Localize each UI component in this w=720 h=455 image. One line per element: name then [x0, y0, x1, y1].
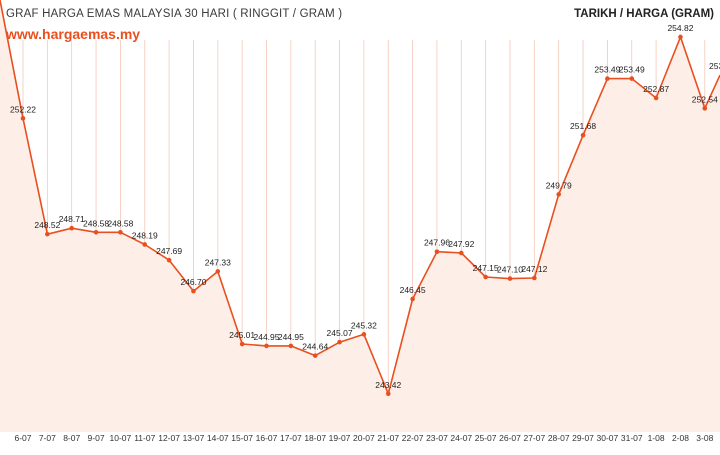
data-point [580, 132, 586, 138]
data-point [166, 257, 172, 263]
x-tick-label: 15-07 [231, 433, 253, 443]
data-point [653, 95, 659, 101]
point-layer [20, 34, 708, 397]
data-point [215, 269, 221, 274]
data-label: 248.52 [34, 220, 60, 230]
data-label: 253.49 [619, 65, 645, 75]
data-point [288, 343, 294, 349]
data-label: 249.79 [546, 180, 572, 190]
x-tick-label: 17-07 [280, 433, 302, 443]
x-tick-label: 31-07 [621, 433, 643, 443]
data-point [191, 288, 196, 294]
data-label: 244.64 [302, 342, 328, 352]
data-label: 248.58 [83, 218, 109, 228]
data-point [434, 249, 440, 254]
x-tick-label: 27-07 [523, 433, 545, 443]
tick-layer: 6-07 7-07 8-07 9-07 10-07 11-07 12-07 13-07 14-0… [14, 433, 713, 443]
x-tick-label: 29-07 [572, 433, 594, 443]
area-layer [0, 0, 720, 432]
data-label: 246.70 [180, 277, 206, 287]
data-point [142, 242, 148, 247]
data-label: 245.01 [229, 330, 255, 340]
chart-title: GRAF HARGA EMAS MALAYSIA 30 HARI ( RINGG… [6, 8, 343, 20]
data-label: 244.95 [278, 332, 304, 342]
x-tick-label: 22-07 [402, 433, 424, 443]
data-label: 245.07 [327, 328, 353, 338]
data-point [410, 296, 415, 302]
x-tick-label: 26-07 [499, 433, 521, 443]
x-tick-label: 10-07 [110, 433, 132, 443]
data-label-trailing: 253 [709, 61, 720, 71]
data-label: 244.95 [254, 332, 280, 342]
x-tick-label: 30-07 [597, 433, 619, 443]
data-label: 243.42 [375, 380, 401, 390]
data-point [678, 34, 683, 40]
data-label: 247.96 [424, 238, 450, 248]
data-label: 246.45 [400, 285, 426, 295]
data-point [483, 274, 488, 280]
x-tick-label: 18-07 [304, 433, 326, 443]
x-tick-label: 20-07 [353, 433, 375, 443]
data-point [459, 250, 464, 256]
area-fill [0, 0, 720, 432]
data-label: 248.58 [107, 218, 133, 228]
data-label: 247.69 [156, 246, 182, 256]
data-label: 248.71 [59, 214, 85, 224]
data-point [507, 276, 513, 281]
data-point [118, 229, 123, 235]
x-tick-label: 23-07 [426, 433, 448, 443]
x-tick-label: 28-07 [548, 433, 570, 443]
x-tick-label: 24-07 [450, 433, 472, 443]
x-tick-label: 8-07 [63, 433, 80, 443]
data-point [385, 391, 391, 397]
data-label: 247.92 [448, 239, 474, 249]
data-point [239, 341, 245, 347]
x-tick-label: 25-07 [475, 433, 497, 443]
x-tick-label: 6-07 [14, 433, 31, 443]
x-tick-label: 21-07 [377, 433, 399, 443]
x-tick-label: 2-08 [672, 433, 689, 443]
x-tick-label: 19-07 [329, 433, 351, 443]
data-label: 253.49 [594, 65, 620, 75]
brand-link[interactable]: www.hargaemas.my [6, 26, 141, 42]
data-label: 248.19 [132, 230, 158, 240]
axis-legend-label: TARIKH / HARGA (GRAM) [574, 8, 714, 20]
data-point [264, 343, 269, 349]
data-label: 247.33 [205, 257, 231, 267]
data-point [361, 332, 367, 337]
data-label: 247.15 [473, 263, 499, 273]
x-tick-label: 9-07 [88, 433, 105, 443]
data-point [337, 339, 342, 345]
data-point [556, 192, 561, 197]
data-label: 254.82 [667, 23, 693, 33]
data-label: 252.87 [643, 84, 669, 94]
x-tick-label: 3-08 [696, 433, 713, 443]
x-tick-label: 12-07 [158, 433, 180, 443]
data-point [532, 275, 537, 281]
x-tick-label: 1-08 [648, 433, 665, 443]
data-point [629, 76, 635, 81]
x-tick-label: 13-07 [183, 433, 205, 443]
x-tick-label: 11-07 [134, 433, 155, 443]
x-tick-label: 16-07 [256, 433, 278, 443]
data-point [45, 231, 50, 237]
data-point [20, 116, 26, 121]
data-label: 247.10 [497, 265, 523, 275]
label-layer: 252.22248.52248.71248.58248.58248.19247.… [10, 23, 720, 390]
data-point [69, 225, 74, 231]
data-label: 245.32 [351, 320, 377, 330]
data-label: 252.22 [10, 104, 36, 114]
data-label: 251.68 [570, 121, 596, 131]
data-point [93, 229, 99, 235]
x-tick-label: 14-07 [207, 433, 229, 443]
data-label: 252.54 [692, 94, 718, 104]
data-point [605, 76, 610, 81]
x-tick-label: 7-07 [39, 433, 56, 443]
data-point [312, 353, 318, 358]
data-point [702, 106, 708, 111]
data-label: 247.12 [521, 264, 547, 274]
